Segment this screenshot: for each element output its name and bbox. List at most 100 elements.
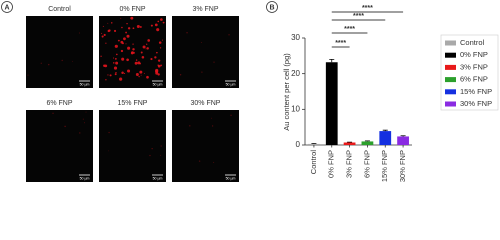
fluorescence-spot	[230, 114, 232, 116]
panel-label: A	[4, 4, 9, 11]
legend-swatch	[445, 101, 456, 107]
fluorescence-spot	[189, 125, 191, 127]
fluorescence-spot	[126, 58, 129, 62]
fluorescence-spot	[48, 63, 50, 66]
fluorescence-spot	[126, 22, 128, 25]
image-title: 3% FNP	[192, 6, 218, 13]
fluorescence-spot	[139, 25, 142, 28]
fluorescence-spot	[72, 60, 74, 62]
fluorescence-spot	[135, 73, 139, 77]
fluorescence-spot	[130, 51, 134, 55]
fluorescence-spot	[162, 21, 165, 24]
micrograph	[26, 16, 93, 88]
scale-bar-label: 50 µm	[226, 176, 236, 180]
panel-label: B	[269, 4, 274, 11]
fluorescence-spot	[179, 74, 182, 76]
fluorescence-spot	[143, 72, 145, 74]
error-bar	[382, 129, 388, 132]
fluorescence-spot	[145, 48, 147, 50]
x-tick-label: Control	[309, 150, 318, 175]
significance-label: ****	[344, 26, 355, 33]
y-tick-label: 20	[291, 69, 300, 78]
scale-bar-label: 50 µm	[153, 82, 163, 86]
fluorescence-spot	[40, 62, 42, 64]
fluorescence-spot	[213, 161, 215, 163]
fluorescence-spot	[108, 131, 110, 134]
fluorescence-spot	[115, 72, 117, 74]
fluorescence-spot	[158, 41, 162, 44]
fluorescence-spot	[121, 26, 123, 29]
fluorescence-spot	[150, 57, 153, 61]
bar	[343, 142, 356, 145]
panel-badge	[1, 1, 13, 13]
fluorescence-spot	[84, 122, 86, 124]
scale-bar-label: 50 µm	[80, 176, 90, 180]
x-tick-label: 0% FNP	[327, 150, 336, 178]
fluorescence-spot	[213, 61, 215, 63]
fluorescence-spot	[146, 43, 148, 45]
legend-swatch	[445, 52, 456, 58]
error-bar	[329, 59, 335, 63]
fluorescence-spot	[85, 111, 87, 113]
scale-bar-label: 50 µm	[226, 82, 236, 86]
fluorescence-spot	[117, 39, 120, 42]
significance-label: ****	[353, 13, 364, 20]
fluorescence-spot	[114, 44, 118, 48]
fluorescence-spot	[156, 28, 160, 32]
fluorescence-spot	[135, 59, 138, 61]
legend-box	[440, 34, 499, 111]
fluorescence-spot	[125, 31, 127, 34]
fluorescence-spot	[141, 55, 145, 59]
fluorescence-spot	[156, 51, 158, 54]
fluorescence-spot	[157, 20, 160, 23]
fluorescence-spot	[105, 42, 107, 44]
fluorescence-spot	[140, 74, 142, 76]
y-tick-label: 0	[296, 140, 301, 149]
bar	[397, 136, 409, 145]
error-bar	[311, 142, 317, 144]
fluorescence-spot	[126, 69, 131, 73]
legend-label: 6% FNP	[460, 75, 488, 84]
fluorescence-spot	[119, 77, 123, 81]
fluorescence-spot	[211, 117, 213, 119]
fluorescence-spot	[121, 57, 125, 61]
fluorescence-spot	[100, 55, 102, 57]
fluorescence-spot	[140, 51, 143, 54]
fluorescence-spot	[64, 125, 66, 128]
image-title: 6% FNP	[46, 100, 72, 107]
fluorescence-spot	[61, 59, 63, 62]
error-bar	[364, 140, 370, 142]
fluorescence-spot	[107, 150, 109, 152]
fluorescence-spot	[212, 125, 214, 127]
image-title: 15% FNP	[118, 100, 148, 107]
fluorescence-spot	[104, 64, 108, 68]
legend-swatch	[445, 89, 456, 95]
fluorescence-spot	[105, 79, 107, 81]
fluorescence-spot	[159, 47, 162, 49]
fluorescence-spot	[198, 160, 201, 162]
fluorescence-spot	[120, 17, 122, 19]
legend-label: 15% FNP	[460, 87, 492, 96]
legend-swatch	[445, 77, 456, 83]
fluorescence-spot	[134, 61, 138, 65]
bar	[361, 141, 374, 145]
fluorescence-spot	[113, 57, 115, 59]
fluorescence-spot	[136, 25, 140, 29]
fluorescence-spot	[115, 61, 119, 65]
fluorescence-spot	[138, 76, 140, 78]
fluorescence-spot	[123, 37, 126, 41]
significance-label: ****	[362, 5, 373, 12]
fluorescence-spot	[137, 61, 141, 65]
fluorescence-spot	[160, 18, 163, 21]
significance-label: ****	[335, 40, 346, 47]
error-bar	[400, 135, 406, 137]
scale-bar-label: 50 µm	[153, 176, 163, 180]
micrograph	[172, 110, 239, 182]
fluorescence-spot	[132, 48, 135, 51]
image-title: Control	[48, 6, 71, 13]
fluorescence-spot	[125, 43, 127, 45]
fluorescence-spot	[130, 16, 134, 20]
fluorescence-spot	[147, 39, 151, 42]
fluorescence-spot	[79, 132, 81, 134]
bar	[308, 143, 320, 145]
